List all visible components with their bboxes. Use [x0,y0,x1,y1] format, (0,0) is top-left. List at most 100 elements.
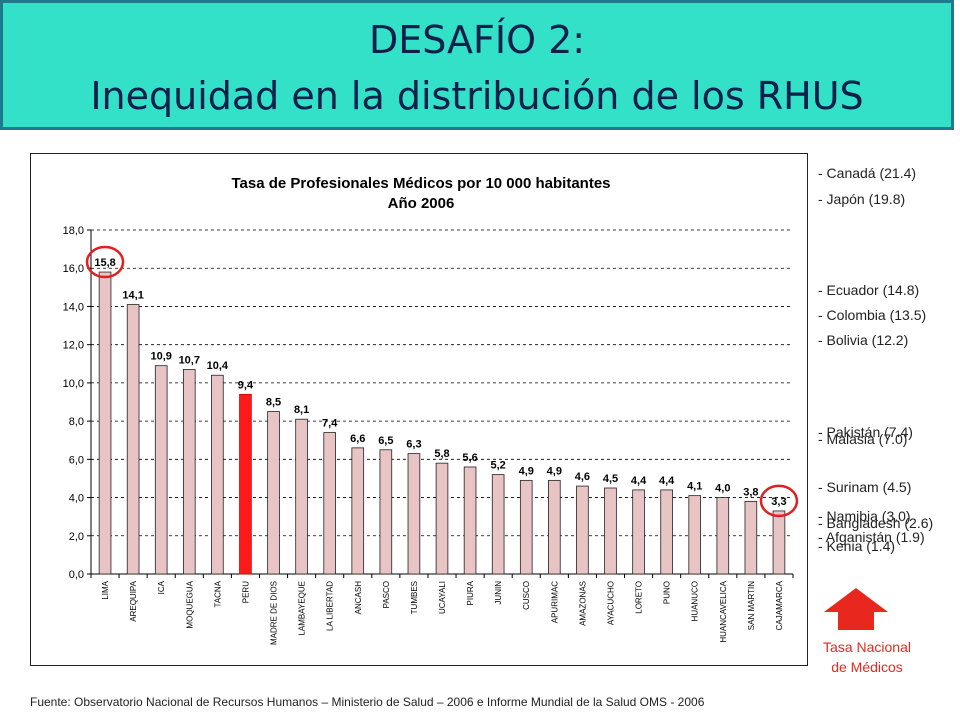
bar-amazonas [576,485,589,575]
x-tick-label: JUNIN [494,581,503,605]
national-rate-legend-line2: de Médicos [831,659,903,675]
chart-subtitle: Año 2006 [388,195,455,212]
x-tick-label: TACNA [213,580,222,607]
data-label: 4,4 [631,475,647,487]
bar-loreto [632,489,645,575]
bar-apurimac [548,479,561,575]
x-tick-label: MADRE DE DIOS [270,581,279,645]
national-rate-legend: Tasa Nacional de Médicos [806,637,928,677]
y-tick-label: 14,0 [63,301,84,313]
bar-tacna [211,374,224,575]
bar-lambayeque [295,418,308,575]
y-tick-label: 4,0 [69,493,84,505]
chart-frame: Tasa de Profesionales Médicos por 10 000… [30,153,808,666]
x-tick-label: LA LIBERTAD [326,581,335,631]
x-tick-label: HUANCAVELICA [719,580,728,642]
y-tick-label: 16,0 [63,263,84,275]
x-tick-label: MOQUEGUA [185,580,194,628]
data-label: 15,8 [94,257,115,269]
bar-puno [660,489,673,575]
x-tick-label: AYACUCHO [606,581,615,625]
comparison-label: - Surinam (4.5) [818,479,912,495]
comparison-label: - Pakistán (7.4) [818,424,913,440]
data-label: 8,1 [294,404,309,416]
x-tick-label: PIURA [466,580,475,605]
bar-ucayali [435,462,449,575]
y-tick-label: 2,0 [69,531,84,543]
data-label: 9,4 [238,379,254,391]
axes: 0,0 2,0 4,0 6,0 8,0 10,0 12,0 14,0 16,0 18,0 [63,225,794,581]
data-label: 4,4 [659,475,675,487]
comparison-label: - Bangladesh (2.6) [818,515,934,531]
bar-huancavelica [716,497,730,575]
data-label: 8,5 [266,397,281,409]
y-tick-label: 8,0 [69,416,84,428]
x-tick-label: CUSCO [522,581,531,610]
bar-tumbes [407,453,421,575]
highlight-circle [759,484,799,518]
x-tick-label: UCAYALI [438,581,447,614]
bar-huanuco [688,495,702,575]
data-label: 3,8 [743,486,758,498]
bar-piura [463,466,477,575]
x-tick-label: LIMA [101,580,110,599]
bar-madre-de-dios [267,411,280,575]
data-label: 6,5 [378,435,393,447]
x-tick-label: PERU [241,581,250,603]
data-label: 4,9 [519,465,534,477]
bar-ayacucho [604,487,617,575]
bar-junin [491,474,505,575]
up-arrow-icon [822,586,890,634]
bar-ica [154,365,168,575]
page-subtitle: Inequidad en la distribución de los RHUS [90,74,864,118]
data-label: 10,4 [207,360,229,372]
bar-arequipa [126,304,140,575]
national-rate-legend-line1: Tasa Nacional [823,639,911,655]
comparison-label: - Japón (19.8) [818,191,906,207]
data-label: 4,9 [547,465,562,477]
chart-title: Tasa de Profesionales Médicos por 10 000… [231,175,610,192]
y-tick-label: 12,0 [63,340,84,352]
data-label: 6,3 [406,439,421,451]
bar-cajamarca [772,510,786,575]
x-tick-label: LORETO [635,581,644,614]
x-tick-label: ICA [157,580,166,594]
x-tick-label: ANCASH [354,581,363,615]
data-label: 10,7 [179,355,200,367]
x-tick-label: APURIMAC [550,581,559,623]
bar-cusco [519,479,533,575]
bar-lima [98,271,112,575]
highlight-circle [85,245,125,279]
comparison-label: - Colombia (13.5) [818,307,927,323]
bar-peru [239,393,252,575]
x-tick-label: PUNO [663,581,672,604]
data-label: 4,0 [715,483,730,495]
x-tick-label: LAMBAYEQUE [298,581,307,636]
comparison-label: - Canadá (21.4) [818,165,917,181]
y-tick-label: 18,0 [63,225,84,237]
data-label: 5,6 [462,452,477,464]
data-label: 14,1 [122,290,143,302]
source-note: Fuente: Observatorio Nacional de Recurso… [30,695,705,709]
comparison-label: - Afganistán (1.9) [818,529,925,545]
data-label: 7,4 [322,418,338,430]
x-tick-label: CAJAMARCA [775,580,784,630]
bar-la-libertad [323,432,336,575]
x-tick-label: TUMBES [410,581,419,614]
bars [98,271,786,575]
comparison-label: - Namibia (3.0) [818,508,911,524]
x-tick-label: PASCO [382,581,391,608]
x-tick-label: AREQUIPA [129,580,138,621]
data-label: 6,6 [350,433,365,445]
data-label: 5,2 [491,460,506,472]
x-tick-label: SAN MARTIN [747,581,756,630]
data-label: 4,5 [603,473,618,485]
bar-chart: Tasa de Profesionales Médicos por 10 000… [63,175,799,645]
x-tick-label: AMAZONAS [578,581,587,626]
bar-san-martin [744,500,758,575]
data-label: 5,8 [434,448,449,460]
comparison-label: - Ecuador (14.8) [818,282,920,298]
data-label: 10,9 [150,351,171,363]
page-title: DESAFÍO 2: [368,18,586,62]
comparison-label: - Bolivia (12.2) [818,332,909,348]
